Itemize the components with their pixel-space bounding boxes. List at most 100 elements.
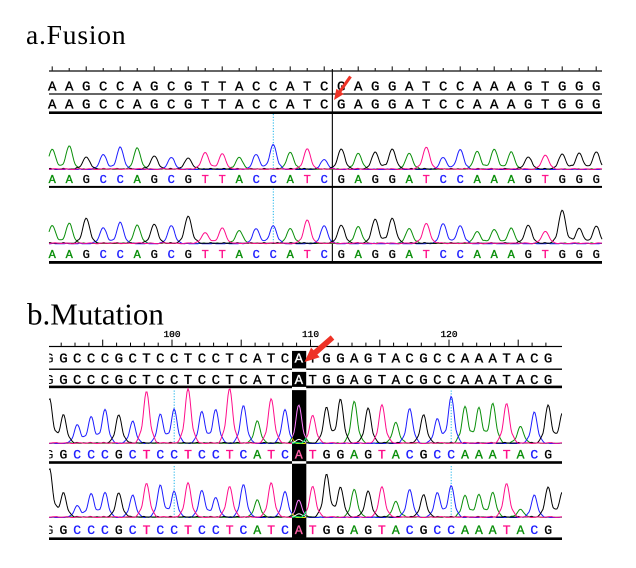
svg-text:G: G	[82, 97, 90, 113]
svg-text:T: T	[142, 373, 150, 389]
svg-text:C: C	[269, 97, 277, 113]
svg-text:A: A	[133, 97, 142, 113]
svg-text:A: A	[134, 173, 142, 187]
svg-text:T: T	[226, 523, 234, 538]
svg-text:A: A	[490, 97, 499, 113]
svg-text:G: G	[364, 373, 372, 389]
svg-text:C: C	[212, 523, 220, 538]
svg-text:C: C	[212, 373, 220, 389]
svg-text:G: G	[372, 248, 379, 262]
svg-text:A: A	[287, 248, 295, 262]
svg-text:G: G	[336, 373, 344, 389]
svg-text:A: A	[461, 373, 470, 389]
svg-text:C: C	[270, 173, 277, 187]
svg-text:C: C	[269, 80, 277, 96]
svg-text:T: T	[304, 248, 311, 262]
svg-text:C: C	[239, 523, 247, 538]
svg-text:C: C	[406, 523, 414, 538]
svg-text:T: T	[541, 97, 549, 113]
svg-text:A: A	[405, 80, 414, 96]
svg-text:G: G	[45, 373, 53, 389]
svg-text:A: A	[350, 373, 359, 389]
svg-text:C: C	[433, 448, 441, 463]
svg-text:A: A	[392, 373, 401, 389]
svg-text:110: 110	[302, 329, 319, 340]
svg-text:G: G	[364, 523, 372, 538]
svg-text:C: C	[406, 448, 414, 463]
svg-text:G: G	[558, 80, 566, 96]
svg-text:G: G	[337, 97, 345, 113]
svg-text:A: A	[48, 97, 57, 113]
svg-text:G: G	[82, 80, 90, 96]
svg-text:C: C	[198, 373, 206, 389]
svg-text:T: T	[309, 448, 317, 463]
svg-text:T: T	[267, 352, 275, 368]
svg-text:T: T	[184, 352, 192, 368]
svg-text:A: A	[392, 523, 400, 538]
svg-text:C: C	[456, 80, 464, 96]
svg-text:G: G	[59, 448, 67, 463]
svg-text:G: G	[576, 248, 583, 262]
svg-text:A: A	[516, 373, 525, 389]
svg-text:A: A	[295, 523, 303, 538]
svg-text:C: C	[170, 373, 178, 389]
svg-text:T: T	[378, 373, 386, 389]
svg-text:T: T	[219, 248, 226, 262]
svg-text:C: C	[270, 248, 277, 262]
svg-text:C: C	[101, 523, 109, 538]
svg-text:G: G	[558, 97, 566, 113]
svg-text:C: C	[198, 523, 206, 538]
svg-text:C: C	[101, 373, 109, 389]
svg-text:C: C	[253, 248, 260, 262]
svg-text:C: C	[99, 80, 107, 96]
svg-text:A: A	[355, 248, 363, 262]
svg-text:T: T	[143, 448, 151, 463]
svg-text:C: C	[252, 80, 260, 96]
svg-text:A: A	[134, 248, 142, 262]
svg-text:A: A	[475, 373, 484, 389]
svg-text:A: A	[65, 97, 74, 113]
svg-text:G: G	[151, 248, 158, 262]
svg-text:A: A	[235, 80, 244, 96]
svg-text:A: A	[355, 173, 363, 187]
svg-text:C: C	[99, 97, 107, 113]
svg-text:C: C	[440, 173, 447, 187]
svg-text:C: C	[87, 523, 95, 538]
svg-text:G: G	[420, 523, 428, 538]
svg-text:A: A	[392, 352, 401, 368]
svg-text:A: A	[491, 173, 499, 187]
svg-text:G: G	[576, 173, 583, 187]
svg-text:G: G	[559, 173, 566, 187]
svg-text:T: T	[267, 523, 275, 538]
svg-text:T: T	[303, 97, 311, 113]
svg-text:A: A	[406, 173, 414, 187]
svg-text:G: G	[59, 523, 67, 538]
svg-text:T: T	[378, 352, 386, 368]
svg-text:C: C	[168, 173, 175, 187]
svg-text:C: C	[170, 523, 178, 538]
svg-text:C: C	[167, 97, 175, 113]
svg-text:A: A	[489, 523, 497, 538]
svg-text:G: G	[389, 248, 396, 262]
svg-text:G: G	[372, 173, 379, 187]
svg-text:G: G	[338, 248, 345, 262]
svg-text:T: T	[378, 448, 386, 463]
svg-text:T: T	[502, 352, 510, 368]
svg-text:T: T	[184, 373, 192, 389]
svg-text:T: T	[304, 173, 311, 187]
svg-text:G: G	[322, 373, 330, 389]
svg-text:C: C	[281, 523, 289, 538]
svg-text:G: G	[371, 97, 379, 113]
svg-text:C: C	[198, 352, 206, 368]
svg-text:G: G	[184, 80, 192, 96]
svg-text:G: G	[544, 523, 552, 538]
svg-text:A: A	[235, 97, 244, 113]
svg-text:T: T	[143, 523, 151, 538]
svg-text:A: A	[49, 173, 57, 187]
svg-text:C: C	[167, 80, 175, 96]
svg-text:T: T	[309, 523, 317, 538]
svg-text:C: C	[101, 448, 109, 463]
svg-text:G: G	[524, 97, 532, 113]
svg-text:C: C	[405, 352, 413, 368]
svg-text:A: A	[461, 523, 469, 538]
